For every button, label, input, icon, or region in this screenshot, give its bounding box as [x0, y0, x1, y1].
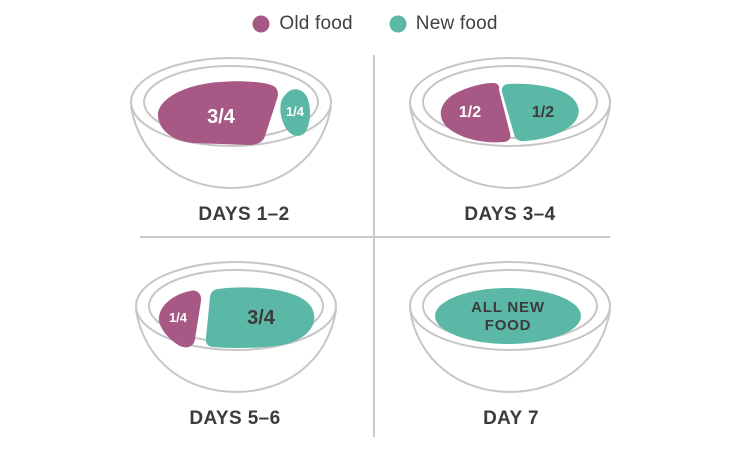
bowl-days-3-4: 1/2 1/2 — [409, 57, 611, 190]
legend-label-old-food: Old food — [279, 13, 353, 34]
old-food-portion — [440, 83, 511, 143]
legend: Old food New food — [0, 12, 750, 36]
vertical-divider — [373, 55, 375, 437]
all-new-food-label-line1: ALL NEW — [471, 299, 545, 316]
old-food-portion — [158, 290, 202, 348]
legend-item-new-food: New food — [389, 13, 498, 35]
new-food-portion — [501, 83, 579, 142]
day-label-3-4: DAYS 3–4 — [464, 204, 556, 225]
bowl-days-5-6: 1/4 3/4 — [135, 261, 337, 394]
new-food-portion — [435, 288, 581, 344]
day-label-5-6: DAYS 5–6 — [189, 408, 281, 429]
horizontal-divider — [140, 236, 610, 238]
new-fraction-label: 3/4 — [247, 307, 276, 329]
old-food-dot-icon — [252, 15, 270, 33]
old-fraction-label: 3/4 — [207, 106, 236, 128]
old-fraction-label: 1/4 — [169, 310, 188, 325]
day-label-7: DAY 7 — [483, 408, 539, 429]
bowl-day-7: ALL NEW FOOD — [409, 261, 611, 394]
day-label-1-2: DAYS 1–2 — [198, 204, 290, 225]
old-food-portion — [157, 81, 278, 145]
old-fraction-label: 1/2 — [459, 104, 481, 121]
bowl-days-1-2: 3/4 1/4 — [130, 57, 332, 190]
all-new-food-label-line2: FOOD — [485, 317, 532, 334]
new-food-portion — [205, 287, 315, 348]
new-food-dot-icon — [389, 15, 407, 33]
new-fraction-label: 1/2 — [532, 104, 554, 121]
new-fraction-label: 1/4 — [286, 104, 305, 119]
legend-item-old-food: Old food — [252, 13, 353, 35]
new-food-portion — [280, 89, 310, 136]
legend-label-new-food: New food — [415, 13, 498, 34]
